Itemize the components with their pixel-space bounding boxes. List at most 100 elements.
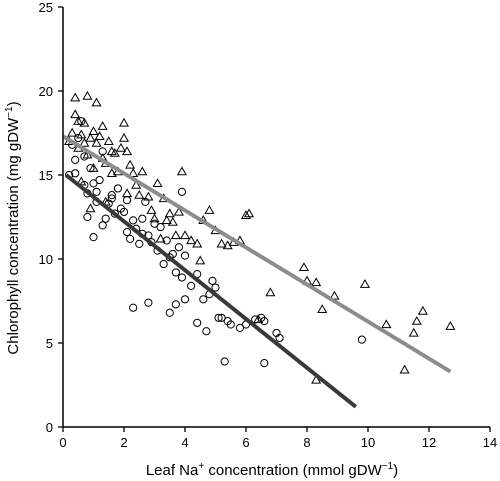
y-axis-ticks: 0 5 10 15 20 25	[39, 0, 63, 435]
data-point-triangle	[82, 90, 93, 100]
data-point-triangle	[381, 319, 392, 329]
data-point-circle	[83, 212, 92, 222]
data-point-triangle	[91, 137, 102, 147]
data-point-circle	[275, 333, 284, 343]
data-point-triangle	[195, 255, 206, 265]
data-point-circle	[101, 214, 110, 223]
data-point-triangle	[155, 233, 166, 243]
data-point-triangle	[118, 117, 130, 127]
data-point-circle	[122, 228, 132, 237]
data-point-triangle	[146, 205, 157, 214]
data-point-circle	[98, 221, 107, 230]
data-point-triangle	[121, 188, 133, 198]
y-tick-label: 0	[46, 420, 53, 435]
data-point-triangle	[311, 374, 322, 384]
data-point-circle	[129, 303, 138, 312]
data-point-triangle	[137, 166, 148, 176]
data-point-triangle	[85, 132, 96, 142]
y-tick-label: 5	[46, 336, 53, 351]
data-point-triangle	[152, 178, 163, 188]
data-point-circle	[92, 187, 101, 196]
x-tick-label: 2	[120, 435, 127, 450]
data-point-circle	[138, 214, 147, 223]
data-point-circle	[168, 249, 177, 259]
data-point-triangle	[134, 189, 145, 199]
data-point-triangle	[128, 168, 139, 177]
data-point-circle	[74, 133, 83, 143]
data-point-triangle	[125, 159, 136, 169]
data-point-circle	[122, 196, 132, 205]
data-point-circle	[193, 318, 202, 327]
data-point-circle	[251, 315, 260, 324]
data-point-circle	[177, 187, 187, 196]
data-point-circle	[187, 281, 196, 290]
data-point-triangle	[161, 215, 172, 225]
data-point-triangle	[121, 146, 133, 156]
x-axis-label: Leaf Na+ concentration (mmol gDW−1)	[146, 461, 398, 479]
x-tick-label: 10	[361, 435, 375, 450]
data-point-triangle	[240, 210, 252, 219]
data-point-triangle	[91, 97, 102, 107]
data-point-triangle	[109, 147, 120, 157]
data-point-triangle	[88, 126, 99, 135]
data-point-triangle	[408, 327, 419, 337]
data-point-circle	[89, 179, 98, 188]
data-point-triangle	[192, 238, 203, 248]
data-point-circle	[119, 207, 129, 217]
data-point-triangle	[70, 109, 81, 119]
trend-line-triangle	[61, 134, 452, 374]
data-point-triangle	[149, 213, 160, 223]
data-point-triangle	[97, 121, 108, 130]
x-tick-label: 12	[422, 435, 436, 450]
data-point-circle	[260, 317, 269, 326]
data-point-circle	[86, 164, 95, 173]
data-point-circle	[180, 251, 190, 260]
data-point-triangle	[359, 278, 371, 288]
data-point-circle	[113, 184, 123, 193]
data-point-triangle	[103, 136, 114, 146]
data-point-circle	[80, 152, 89, 161]
data-point-circle	[165, 308, 174, 317]
data-point-circle	[171, 300, 180, 309]
data-point-triangle	[173, 206, 184, 216]
data-point-circle	[156, 222, 165, 232]
data-point-circle	[162, 236, 171, 245]
data-point-circle	[220, 357, 229, 366]
data-point-circle	[95, 175, 104, 185]
data-point-circle	[217, 313, 226, 322]
data-point-triangle	[164, 208, 175, 218]
data-point-triangle	[411, 315, 422, 325]
y-tick-label: 10	[39, 252, 53, 267]
data-point-triangle	[417, 305, 428, 315]
data-point-triangle	[94, 131, 105, 141]
data-point-circle	[226, 320, 235, 329]
x-tick-label: 4	[181, 435, 188, 450]
data-point-triangle	[85, 203, 96, 213]
data-point-triangle	[143, 191, 154, 201]
data-point-triangle	[176, 166, 188, 176]
data-point-triangle	[317, 304, 328, 314]
data-point-circle	[159, 259, 168, 269]
data-point-triangle	[265, 287, 276, 297]
data-point-triangle	[186, 235, 197, 245]
y-tick-label: 15	[39, 168, 53, 183]
x-tick-label: 6	[242, 435, 249, 450]
data-point-circle	[77, 117, 86, 126]
data-point-circle	[180, 295, 190, 304]
plot-area	[61, 90, 456, 409]
data-point-circle	[135, 239, 144, 248]
data-point-circle	[107, 191, 116, 200]
data-point-triangle	[179, 230, 191, 240]
data-point-triangle	[253, 314, 264, 324]
data-point-circle	[141, 197, 150, 206]
data-point-triangle	[204, 205, 215, 214]
data-point-triangle	[67, 127, 78, 137]
data-point-triangle	[311, 277, 322, 287]
data-point-circle	[89, 233, 98, 242]
data-point-triangle	[170, 230, 181, 240]
data-point-circle	[107, 194, 116, 203]
data-point-triangle	[399, 364, 410, 374]
y-axis-label: Chlorophyll concentration (mg gDW−1)	[4, 101, 22, 354]
data-point-triangle	[70, 92, 81, 102]
